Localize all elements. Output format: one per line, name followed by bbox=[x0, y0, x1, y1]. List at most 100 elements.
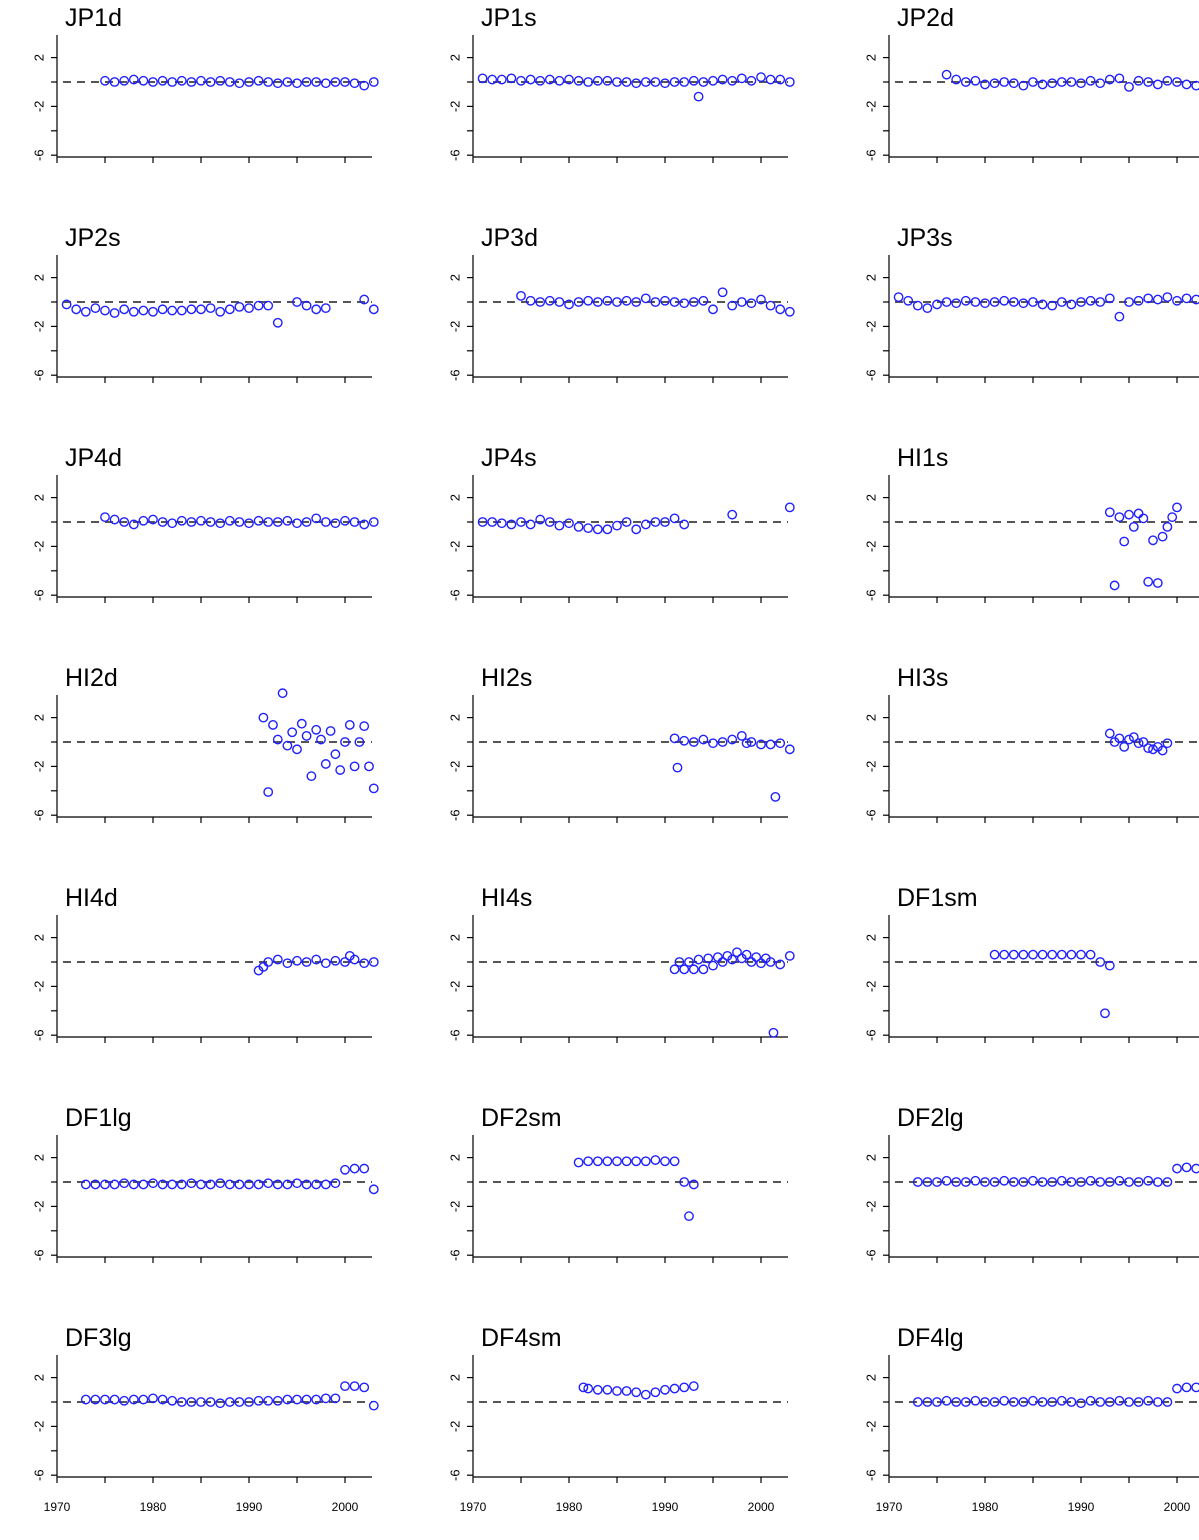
data-point bbox=[1172, 77, 1182, 87]
data-point bbox=[340, 957, 350, 967]
data-point bbox=[1152, 294, 1163, 305]
data-point bbox=[320, 958, 331, 969]
data-point bbox=[224, 304, 235, 315]
data-point bbox=[1191, 80, 1199, 91]
data-point bbox=[1133, 75, 1144, 86]
data-point bbox=[592, 524, 603, 535]
y-tick-label: -2 bbox=[863, 761, 878, 773]
scatter-plot: 2 -2 -6 bbox=[31, 475, 379, 603]
data-point bbox=[1018, 80, 1029, 91]
data-point bbox=[196, 75, 206, 86]
data-point bbox=[148, 1393, 158, 1404]
data-point bbox=[301, 1179, 312, 1190]
data-point bbox=[148, 1178, 158, 1189]
panel-hi4d: HI4d 2 -2 -6 bbox=[0, 880, 400, 1100]
scatter-plot: 2 -2 -6 bbox=[447, 695, 795, 823]
data-point bbox=[1085, 949, 1096, 960]
data-point bbox=[960, 1177, 971, 1187]
data-point bbox=[669, 964, 680, 975]
y-tick-label: 2 bbox=[31, 1154, 46, 1161]
data-point bbox=[650, 1387, 661, 1398]
data-point bbox=[679, 964, 690, 975]
data-point bbox=[999, 295, 1010, 306]
data-point bbox=[727, 734, 738, 745]
y-tick-label: -6 bbox=[447, 1469, 462, 1481]
data-point bbox=[368, 1184, 379, 1195]
x-tick-label: 1970 bbox=[44, 1500, 71, 1514]
data-point bbox=[157, 304, 168, 315]
panel-title: JP4d bbox=[65, 444, 122, 472]
data-point bbox=[960, 295, 971, 306]
data-point bbox=[1172, 1163, 1182, 1174]
data-point bbox=[330, 749, 341, 760]
data-point bbox=[516, 517, 526, 527]
data-point bbox=[224, 1397, 235, 1407]
panel-hi2d: HI2d 2 -2 -6 bbox=[0, 660, 400, 880]
panel-title: DF4sm bbox=[481, 1324, 562, 1352]
data-point bbox=[215, 518, 226, 529]
data-point bbox=[732, 947, 742, 958]
panel-title: JP1s bbox=[481, 4, 537, 32]
data-point bbox=[736, 73, 747, 84]
data-point bbox=[660, 517, 670, 527]
data-point bbox=[1172, 502, 1182, 513]
data-point bbox=[1191, 1163, 1199, 1174]
data-point bbox=[263, 517, 274, 527]
panel-hi4s: HI4s 2 -2 -6 bbox=[416, 880, 816, 1100]
panel-title: DF2sm bbox=[481, 1104, 562, 1132]
x-tick-label: 1970 bbox=[460, 1500, 487, 1514]
data-point bbox=[205, 1179, 216, 1190]
data-point bbox=[592, 1156, 603, 1167]
y-tick-label: -6 bbox=[31, 589, 46, 601]
data-point bbox=[100, 512, 110, 523]
panel-title: HI4d bbox=[65, 884, 118, 912]
data-point bbox=[708, 960, 718, 971]
data-point bbox=[960, 1397, 971, 1407]
data-point bbox=[196, 304, 206, 315]
data-point bbox=[1076, 297, 1086, 307]
data-point bbox=[477, 517, 488, 527]
data-point bbox=[573, 1157, 584, 1168]
scatter-plot: 2 -2 -6 bbox=[31, 688, 379, 823]
data-point bbox=[359, 1382, 370, 1393]
data-point bbox=[669, 77, 680, 87]
y-tick-label: -6 bbox=[31, 1249, 46, 1261]
data-point bbox=[1095, 1177, 1106, 1187]
y-tick-label: 2 bbox=[447, 714, 462, 721]
data-point bbox=[1181, 293, 1192, 304]
data-point bbox=[282, 515, 293, 526]
data-point bbox=[980, 298, 990, 309]
y-tick-label: 2 bbox=[447, 934, 462, 941]
panel-title: DF2lg bbox=[897, 1104, 964, 1132]
data-point bbox=[349, 1381, 360, 1392]
data-point bbox=[583, 77, 594, 87]
data-point bbox=[765, 300, 776, 311]
y-tick-label: -6 bbox=[863, 1469, 878, 1481]
data-point bbox=[100, 1179, 110, 1190]
data-point bbox=[650, 297, 661, 307]
y-tick-label: 2 bbox=[447, 494, 462, 501]
data-point bbox=[1114, 1175, 1125, 1186]
data-point bbox=[282, 1179, 293, 1190]
data-point bbox=[1138, 513, 1149, 524]
data-point bbox=[688, 75, 699, 86]
data-point bbox=[999, 1175, 1010, 1186]
data-point bbox=[674, 957, 685, 967]
data-point bbox=[980, 1397, 990, 1407]
panel-title: DF4lg bbox=[897, 1324, 964, 1352]
data-point bbox=[775, 304, 786, 315]
data-point bbox=[1114, 512, 1125, 523]
data-point bbox=[775, 738, 786, 749]
data-point bbox=[756, 72, 766, 83]
data-point bbox=[544, 74, 555, 85]
data-point bbox=[176, 1179, 187, 1190]
panel-jp4d: JP4d 2 -2 -6 bbox=[0, 440, 400, 660]
scatter-plot: 2 -2 -6 1970 1980 1990 2000 bbox=[863, 1355, 1199, 1514]
data-point bbox=[640, 77, 651, 87]
data-point bbox=[277, 688, 288, 699]
data-point bbox=[912, 1397, 923, 1407]
data-point bbox=[544, 517, 555, 527]
data-point bbox=[1076, 1398, 1086, 1409]
scatter-plot: 2 -2 -6 1970 1980 1990 2000 bbox=[31, 1355, 379, 1514]
y-tick-label: -2 bbox=[31, 981, 46, 993]
